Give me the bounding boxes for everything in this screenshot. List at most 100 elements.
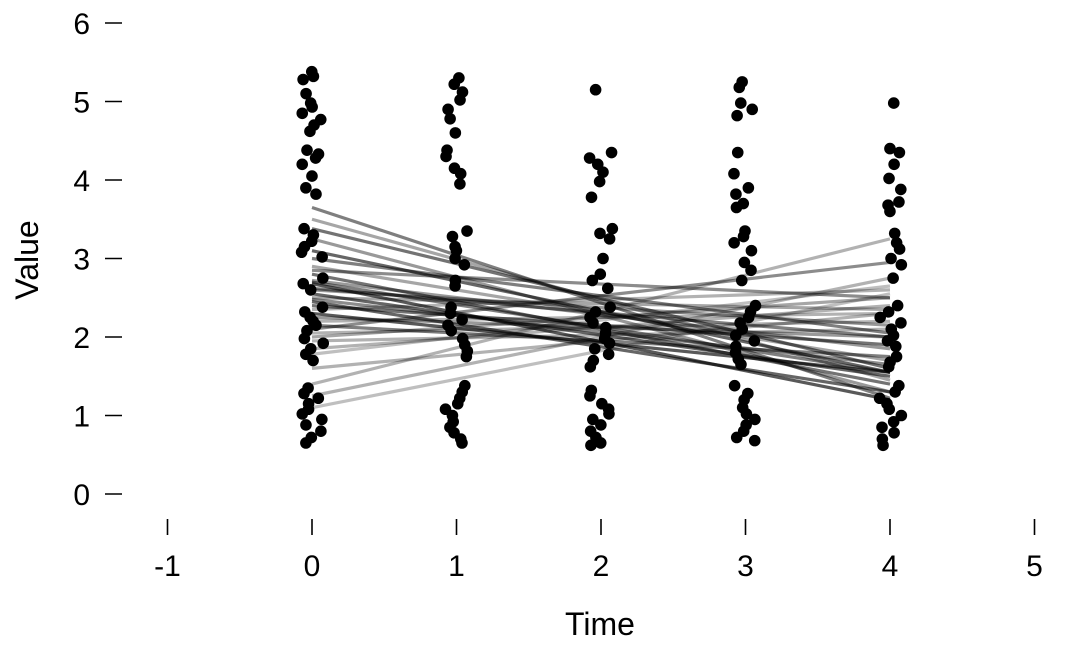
data-point [454, 178, 466, 190]
data-point [737, 230, 750, 243]
data-point [594, 227, 606, 240]
data-point [605, 146, 618, 159]
data-point [295, 246, 308, 259]
x-tick-label: 5 [1026, 550, 1043, 583]
data-point [454, 167, 467, 180]
data-point [593, 175, 606, 188]
data-point [889, 340, 902, 353]
data-point [731, 109, 743, 122]
x-tick-label: 0 [304, 550, 321, 583]
data-point [748, 335, 761, 347]
data-point [584, 361, 597, 373]
data-point [595, 419, 607, 431]
data-point [445, 324, 457, 337]
y-tick-label: 2 [73, 322, 90, 355]
data-point [585, 191, 598, 204]
x-axis: -1 0 1 2 3 4 5 [154, 519, 1043, 583]
data-point [884, 142, 896, 155]
data-point [730, 188, 742, 200]
data-point [740, 408, 753, 420]
data-point [606, 222, 619, 235]
data-point [298, 222, 310, 235]
trend-line [311, 288, 891, 312]
trend-line [311, 256, 891, 335]
x-tick-label: 3 [737, 550, 754, 583]
data-point [583, 152, 596, 164]
data-point [316, 251, 328, 263]
trend-line [311, 300, 891, 394]
data-point [895, 317, 907, 329]
data-point [316, 413, 328, 426]
data-point [300, 87, 312, 100]
data-point [442, 103, 454, 116]
data-point [460, 350, 473, 363]
data-point [730, 431, 743, 444]
data-point [742, 311, 755, 324]
data-point [749, 413, 761, 426]
data-point [882, 306, 895, 318]
data-point [730, 201, 743, 214]
x-tick-label: 1 [448, 550, 465, 583]
y-axis: 0 1 2 3 4 5 6 [73, 8, 122, 512]
data-point [594, 268, 607, 281]
data-points [295, 65, 908, 452]
data-point [300, 419, 312, 431]
trend-line [311, 311, 891, 323]
y-tick-label: 0 [73, 479, 90, 512]
data-point [306, 101, 318, 113]
data-point [454, 94, 466, 106]
data-point [296, 158, 309, 171]
data-point [893, 146, 906, 159]
data-point [887, 97, 900, 109]
data-point [317, 337, 330, 350]
data-point [296, 408, 309, 420]
data-point [883, 403, 896, 416]
data-point [728, 379, 741, 392]
data-point [456, 437, 468, 449]
x-tick-label: 4 [882, 550, 899, 583]
data-point [315, 425, 327, 438]
data-point [597, 252, 609, 265]
data-point [874, 311, 886, 324]
data-point [296, 107, 309, 120]
y-tick-label: 4 [73, 165, 90, 198]
data-point [603, 233, 616, 245]
data-point [742, 182, 755, 194]
data-point [894, 183, 907, 196]
data-point [446, 230, 459, 243]
data-point [733, 81, 746, 94]
trend-line [311, 296, 891, 339]
data-point [888, 426, 900, 439]
data-point [458, 258, 471, 271]
data-point [444, 307, 457, 320]
data-point [297, 73, 309, 86]
data-point [889, 386, 901, 398]
data-point [888, 158, 900, 171]
data-point [603, 408, 615, 420]
data-point [588, 342, 601, 355]
data-point [449, 280, 461, 292]
data-point [306, 170, 318, 182]
data-point [597, 166, 609, 178]
data-point [298, 387, 310, 400]
data-point [589, 83, 602, 96]
data-point [887, 415, 900, 428]
data-point [601, 282, 614, 295]
data-point [887, 272, 899, 284]
x-axis-title: Time [565, 606, 635, 642]
data-point [440, 150, 452, 163]
data-point [586, 274, 599, 287]
data-point [885, 252, 897, 265]
data-point [745, 264, 757, 277]
data-point [728, 167, 740, 180]
data-point [748, 434, 761, 447]
data-point [882, 361, 895, 373]
y-tick-label: 6 [73, 8, 90, 41]
y-tick-label: 1 [73, 401, 90, 434]
data-point [310, 319, 322, 332]
data-point [444, 112, 456, 125]
data-point [585, 439, 597, 452]
data-point [884, 205, 896, 218]
x-tick-label: -1 [154, 550, 181, 583]
